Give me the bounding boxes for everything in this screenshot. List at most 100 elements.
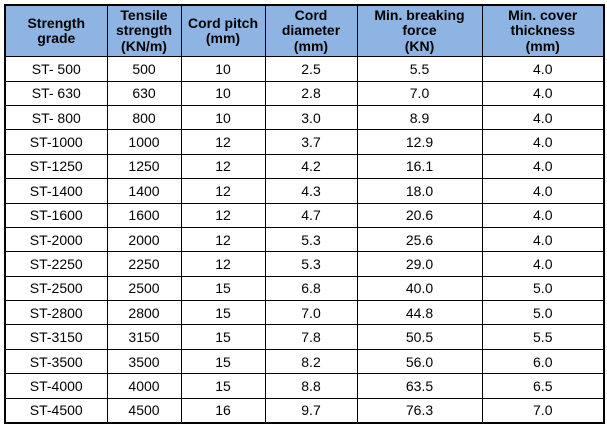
- table-cell: 10: [180, 56, 266, 82]
- table-cell: ST-2500: [4, 275, 108, 302]
- table-cell: 15: [180, 324, 266, 350]
- column-header: Cord pitch (mm): [180, 4, 266, 58]
- table-row: ST-1600 1600 12 4.7 20.6 4.0: [4, 202, 605, 228]
- table-cell: 12: [180, 251, 266, 277]
- table-cell: 16.1: [356, 153, 483, 180]
- table-cell: 2.5: [264, 56, 358, 82]
- table-row: ST-1400 1400 12 4.3 18.0 4.0: [4, 178, 605, 204]
- table-row: ST-2500 2500 15 6.8 40.0 5.0: [4, 275, 605, 302]
- column-header: Min. cover thickness (mm): [481, 4, 605, 58]
- table-cell: ST-2250: [4, 251, 108, 277]
- table-cell: 4.3: [264, 178, 358, 204]
- table-cell: 3500: [106, 348, 182, 375]
- table-cell: 6.5: [481, 373, 605, 399]
- table-cell: 5.0: [481, 300, 605, 326]
- table-row: ST-1000 1000 12 3.7 12.9 4.0: [4, 129, 605, 155]
- table-cell: 20.6: [356, 202, 483, 228]
- table-cell: 4.0: [481, 153, 605, 180]
- table-cell: ST-2000: [4, 226, 108, 253]
- table-cell: 16: [180, 397, 266, 424]
- table-cell: ST- 630: [4, 80, 108, 106]
- table-cell: 4.0: [481, 178, 605, 204]
- table-cell: 500: [106, 56, 182, 82]
- table-cell: 6.8: [264, 275, 358, 302]
- table-cell: 1250: [106, 153, 182, 180]
- table-cell: 3150: [106, 324, 182, 350]
- table-cell: 7.0: [356, 80, 483, 106]
- table-cell: ST-1250: [4, 153, 108, 180]
- table-cell: 15: [180, 348, 266, 375]
- table-cell: 12: [180, 226, 266, 253]
- table-header-row: Strength grade Tensile strength (KN/m) Cor…: [4, 4, 605, 58]
- table-row: ST-3150 3150 15 7.8 50.5 5.5: [4, 324, 605, 350]
- table-cell: ST-1400: [4, 178, 108, 204]
- table-cell: 15: [180, 275, 266, 302]
- table-cell: 7.8: [264, 324, 358, 350]
- table-cell: 4.0: [481, 104, 605, 131]
- table-cell: 4500: [106, 397, 182, 424]
- table-cell: 3.7: [264, 129, 358, 155]
- table-cell: ST-1000: [4, 129, 108, 155]
- table-row: ST-4500 4500 16 9.7 76.3 7.0: [4, 397, 605, 424]
- table-cell: 4.0: [481, 202, 605, 228]
- table-cell: 5.0: [481, 275, 605, 302]
- table-cell: ST- 500: [4, 56, 108, 82]
- table-body: ST- 500 500 10 2.5 5.5 4.0 ST- 630 630 10 2.8 7.0 4…: [4, 56, 605, 424]
- column-header: Cord diameter (mm): [264, 4, 358, 58]
- table-cell: 15: [180, 300, 266, 326]
- table-cell: 2250: [106, 251, 182, 277]
- table-cell: 3.0: [264, 104, 358, 131]
- table-cell: 4000: [106, 373, 182, 399]
- table-cell: 8.9: [356, 104, 483, 131]
- table-cell: 1600: [106, 202, 182, 228]
- table-cell: 4.2: [264, 153, 358, 180]
- table-row: ST- 500 500 10 2.5 5.5 4.0: [4, 56, 605, 82]
- table-cell: ST-2800: [4, 300, 108, 326]
- table-row: ST- 800 800 10 3.0 8.9 4.0: [4, 104, 605, 131]
- table-cell: ST-4500: [4, 397, 108, 424]
- table-cell: 5.3: [264, 251, 358, 277]
- table-cell: 4.0: [481, 226, 605, 253]
- table-cell: 76.3: [356, 397, 483, 424]
- strength-grade-table: Strength grade Tensile strength (KN/m) Cor…: [4, 4, 605, 425]
- table-cell: 10: [180, 80, 266, 106]
- table-cell: 4.0: [481, 251, 605, 277]
- table-cell: 5.5: [481, 324, 605, 350]
- column-header: Tensile strength (KN/m): [106, 4, 182, 58]
- table-cell: 2000: [106, 226, 182, 253]
- table-cell: 7.0: [481, 397, 605, 424]
- table-cell: 2800: [106, 300, 182, 326]
- table-row: ST-1250 1250 12 4.2 16.1 4.0: [4, 153, 605, 180]
- table-cell: 2.8: [264, 80, 358, 106]
- table-row: ST- 630 630 10 2.8 7.0 4.0: [4, 80, 605, 106]
- table-cell: ST- 800: [4, 104, 108, 131]
- table-cell: 15: [180, 373, 266, 399]
- table-cell: 40.0: [356, 275, 483, 302]
- table-cell: 7.0: [264, 300, 358, 326]
- table-row: ST-4000 4000 15 8.8 63.5 6.5: [4, 373, 605, 399]
- table-cell: 5.5: [356, 56, 483, 82]
- table-row: ST-2000 2000 12 5.3 25.6 4.0: [4, 226, 605, 253]
- table-cell: 630: [106, 80, 182, 106]
- table-cell: 25.6: [356, 226, 483, 253]
- table-cell: ST-1600: [4, 202, 108, 228]
- table-cell: 8.8: [264, 373, 358, 399]
- table-cell: 8.2: [264, 348, 358, 375]
- table-cell: 9.7: [264, 397, 358, 424]
- table-cell: 63.5: [356, 373, 483, 399]
- table-cell: 4.0: [481, 80, 605, 106]
- column-header: Strength grade: [4, 4, 108, 58]
- table-cell: 12: [180, 202, 266, 228]
- table-cell: 12.9: [356, 129, 483, 155]
- table-cell: 56.0: [356, 348, 483, 375]
- table-cell: 12: [180, 178, 266, 204]
- table-cell: 800: [106, 104, 182, 131]
- table-row: ST-2250 2250 12 5.3 29.0 4.0: [4, 251, 605, 277]
- table-cell: 4.0: [481, 129, 605, 155]
- table-cell: 18.0: [356, 178, 483, 204]
- table-cell: ST-3150: [4, 324, 108, 350]
- table-row: ST-2800 2800 15 7.0 44.8 5.0: [4, 300, 605, 326]
- table-cell: 50.5: [356, 324, 483, 350]
- table-cell: 2500: [106, 275, 182, 302]
- table-cell: 4.7: [264, 202, 358, 228]
